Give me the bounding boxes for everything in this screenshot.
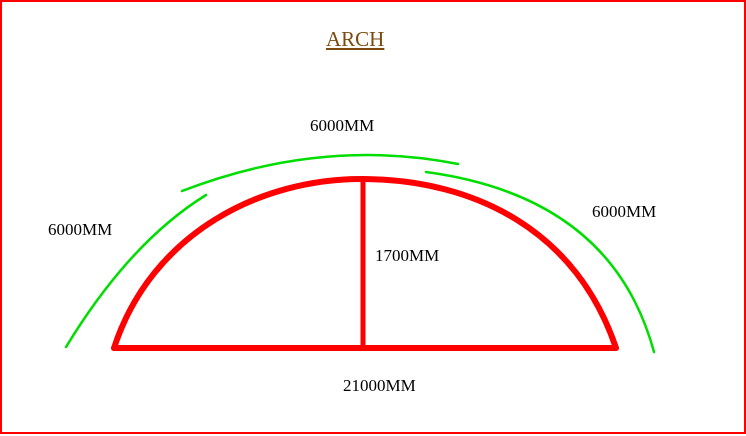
right-arc-segment [424, 170, 656, 354]
right-arc-length-label: 6000MM [592, 202, 657, 221]
top-arc-segment [180, 153, 460, 193]
left-arc-length-label: 6000MM [48, 220, 113, 239]
left-arc-segment [64, 193, 208, 349]
rise-label: 1700MM [375, 246, 440, 265]
span-label: 21000MM [343, 376, 416, 395]
top-arc-length-label: 6000MM [310, 116, 375, 135]
diagram-title: ARCH [326, 27, 385, 51]
